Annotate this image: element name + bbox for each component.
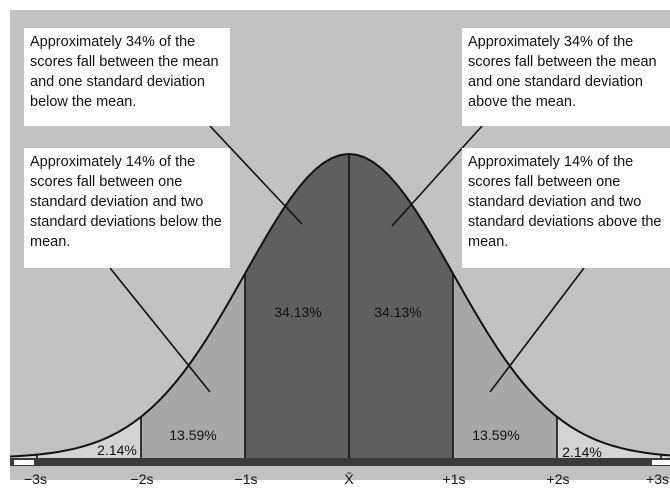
label-middle-left: 13.59% [169, 427, 216, 443]
axis-tick-labels: −3s −2s −1s X̄ +1s +2s +3s [24, 471, 669, 487]
axis-end-marker-left [14, 460, 34, 465]
leader-left-bottom [109, 267, 211, 393]
label-middle-right: 13.59% [472, 427, 519, 443]
sd-dividers [36, 154, 662, 458]
normal-curve-outline [9, 153, 670, 458]
label-outer-left: 2.14% [97, 442, 137, 458]
tick-plus-2s: +2s [547, 471, 570, 487]
band-outer-right [557, 416, 670, 458]
tick-plus-1s: +1s [443, 471, 466, 487]
axis-end-marker-right [652, 460, 670, 465]
leader-right-bottom [489, 267, 585, 393]
leader-left-top [209, 125, 303, 225]
axis-bar [10, 458, 670, 466]
tick-mean: X̄ [344, 471, 354, 487]
label-inner-right: 34.13% [374, 304, 421, 320]
callout-above-mean-one-sd: Approximately 34% of the scores fall bet… [462, 28, 670, 126]
label-inner-left: 34.13% [274, 304, 321, 320]
tick-minus-2s: −2s [131, 471, 154, 487]
leader-right-top [391, 125, 483, 227]
label-outer-right: 2.14% [562, 444, 602, 460]
tick-minus-1s: −1s [235, 471, 258, 487]
callout-below-mean-one-sd: Approximately 34% of the scores fall bet… [24, 28, 230, 126]
tick-plus-3s: +3s [646, 471, 669, 487]
band-outer-left [10, 416, 141, 458]
callout-below-mean-two-sd: Approximately 14% of the scores fall bet… [24, 148, 230, 268]
callout-above-mean-two-sd: Approximately 14% of the scores fall bet… [462, 148, 670, 268]
tick-minus-3s: −3s [24, 471, 47, 487]
callout-leaders [109, 125, 585, 393]
